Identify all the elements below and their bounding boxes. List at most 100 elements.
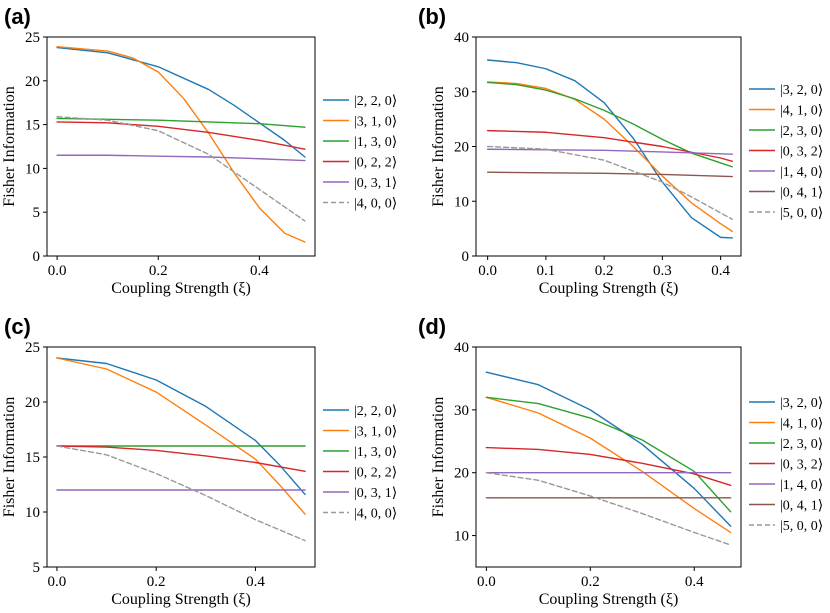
y-tick-label: 25 [25,30,40,46]
series-line [56,154,306,162]
series-line [56,357,306,515]
series-line [486,81,733,233]
legend-entry: |0, 2, 2⟩ [354,156,397,171]
x-axis-label: Coupling Strength (ξ) [539,591,679,608]
series-line [486,59,733,239]
legend-entry: |1, 4, 0⟩ [780,478,823,493]
legend: |2, 2, 0⟩ |3, 1, 0⟩ |1, 3, 0⟩ |0, 2, 2⟩ |0, … [323,94,397,212]
legend-entry: |0, 3, 2⟩ [780,145,823,160]
series-line [485,371,732,527]
series-line [56,445,306,542]
legend-entry: |0, 3, 2⟩ [780,458,823,473]
legend-entry: |0, 3, 1⟩ [354,486,397,501]
legend-entry: |0, 4, 1⟩ [780,499,823,514]
y-axis-label: Fisher Information [430,397,447,517]
y-axis-label: Fisher Information [430,86,447,206]
x-tick-label: 0.3 [653,263,672,279]
legend: |2, 2, 0⟩ |3, 1, 0⟩ |1, 3, 0⟩ |0, 2, 2⟩ |0, … [323,404,397,522]
y-tick-label: 10 [454,194,469,210]
panel-label: (b) [418,4,446,29]
panel-0: (a) 0.0 0.2 0.4 0 5 10 15 20 25 Coupling Strength … [1,4,397,297]
y-tick-label: 30 [454,403,469,419]
y-tick-label: 20 [25,74,40,90]
panel-label: (a) [4,4,31,29]
x-tick-label: 0.2 [147,574,166,590]
y-tick-label: 40 [454,340,469,356]
series-line [56,121,306,150]
legend-entry: |4, 1, 0⟩ [780,417,823,432]
panel-3: (d) 0.0 0.2 0.4 10 20 30 40 Coupling Strength (ξ… [418,314,823,608]
legend-entry: |1, 3, 0⟩ [354,445,397,460]
x-tick-label: 0.2 [595,263,614,279]
plot-frame [46,36,316,257]
plot-frame [475,346,742,568]
legend-entry: |4, 0, 0⟩ [354,197,397,212]
series-line [486,148,733,155]
legend-entry: |0, 4, 1⟩ [780,186,823,201]
y-tick-label: 10 [25,161,40,177]
series-line [485,446,732,486]
legend-entry: |3, 1, 0⟩ [354,115,397,130]
x-tick-label: 0.0 [478,263,497,279]
legend-entry: |2, 2, 0⟩ [354,94,397,109]
x-tick-label: 0.4 [685,574,704,590]
legend-entry: |4, 0, 0⟩ [354,507,397,522]
legend-entry: |2, 3, 0⟩ [780,124,823,139]
series-line [485,396,732,513]
series-line [486,81,733,168]
series-line [486,145,733,221]
y-tick-label: 30 [454,85,469,101]
x-tick-label: 0.2 [149,263,168,279]
y-tick-label: 20 [454,466,469,482]
y-tick-label: 40 [454,30,469,46]
y-tick-label: 10 [454,529,469,545]
legend-entry: |0, 2, 2⟩ [354,466,397,481]
x-tick-label: 0.0 [48,263,67,279]
y-tick-label: 10 [25,505,40,521]
legend-entry: |3, 2, 0⟩ [780,396,823,411]
legend-entry: |4, 1, 0⟩ [780,104,823,119]
x-tick-label: 0.0 [48,574,67,590]
x-axis-label: Coupling Strength (ξ) [539,280,679,297]
x-tick-label: 0.0 [477,574,496,590]
series-line [56,116,306,222]
x-axis-label: Coupling Strength (ξ) [111,591,251,608]
legend-entry: |2, 2, 0⟩ [354,404,397,419]
series-line [56,45,306,243]
y-tick-label: 0 [462,249,470,265]
series-line [485,396,732,534]
legend: |3, 2, 0⟩ |4, 1, 0⟩ |2, 3, 0⟩ |0, 3, 2⟩ |1, … [749,83,823,221]
legend-entry: |0, 3, 1⟩ [354,176,397,191]
x-tick-label: 0.1 [537,263,556,279]
y-tick-label: 0 [33,249,41,265]
y-tick-label: 20 [454,140,469,156]
plot-frame [475,36,742,257]
y-tick-label: 25 [25,340,40,356]
series-line [486,129,733,162]
legend-entry: |3, 1, 0⟩ [354,425,397,440]
y-tick-label: 5 [33,560,41,576]
series-line [485,472,732,546]
panel-label: (d) [418,314,446,339]
y-tick-label: 15 [25,118,40,134]
legend-entry: |1, 3, 0⟩ [354,135,397,150]
legend-entry: |5, 0, 0⟩ [780,206,823,221]
x-tick-label: 0.2 [581,574,600,590]
legend: |3, 2, 0⟩ |4, 1, 0⟩ |2, 3, 0⟩ |0, 3, 2⟩ |1, … [749,396,823,534]
legend-entry: |2, 3, 0⟩ [780,437,823,452]
panel-2: (c) 0.0 0.2 0.4 5 10 15 20 25 Coupling Strength (… [1,314,397,608]
y-axis-label: Fisher Information [1,397,18,517]
y-tick-label: 5 [33,205,41,221]
series-line [56,357,306,496]
panel-label: (c) [4,314,31,339]
y-tick-label: 20 [25,395,40,411]
x-tick-label: 0.4 [246,574,265,590]
panel-1: (b) 0.0 0.1 0.2 0.3 0.4 0 10 20 30 40 Coupling Stre… [418,4,823,297]
series-line [56,46,306,158]
x-axis-label: Coupling Strength (ξ) [111,280,251,297]
legend-entry: |5, 0, 0⟩ [780,519,823,534]
x-tick-label: 0.4 [711,263,730,279]
series-line [486,171,733,178]
plot-frame [46,346,316,568]
y-tick-label: 15 [25,450,40,466]
